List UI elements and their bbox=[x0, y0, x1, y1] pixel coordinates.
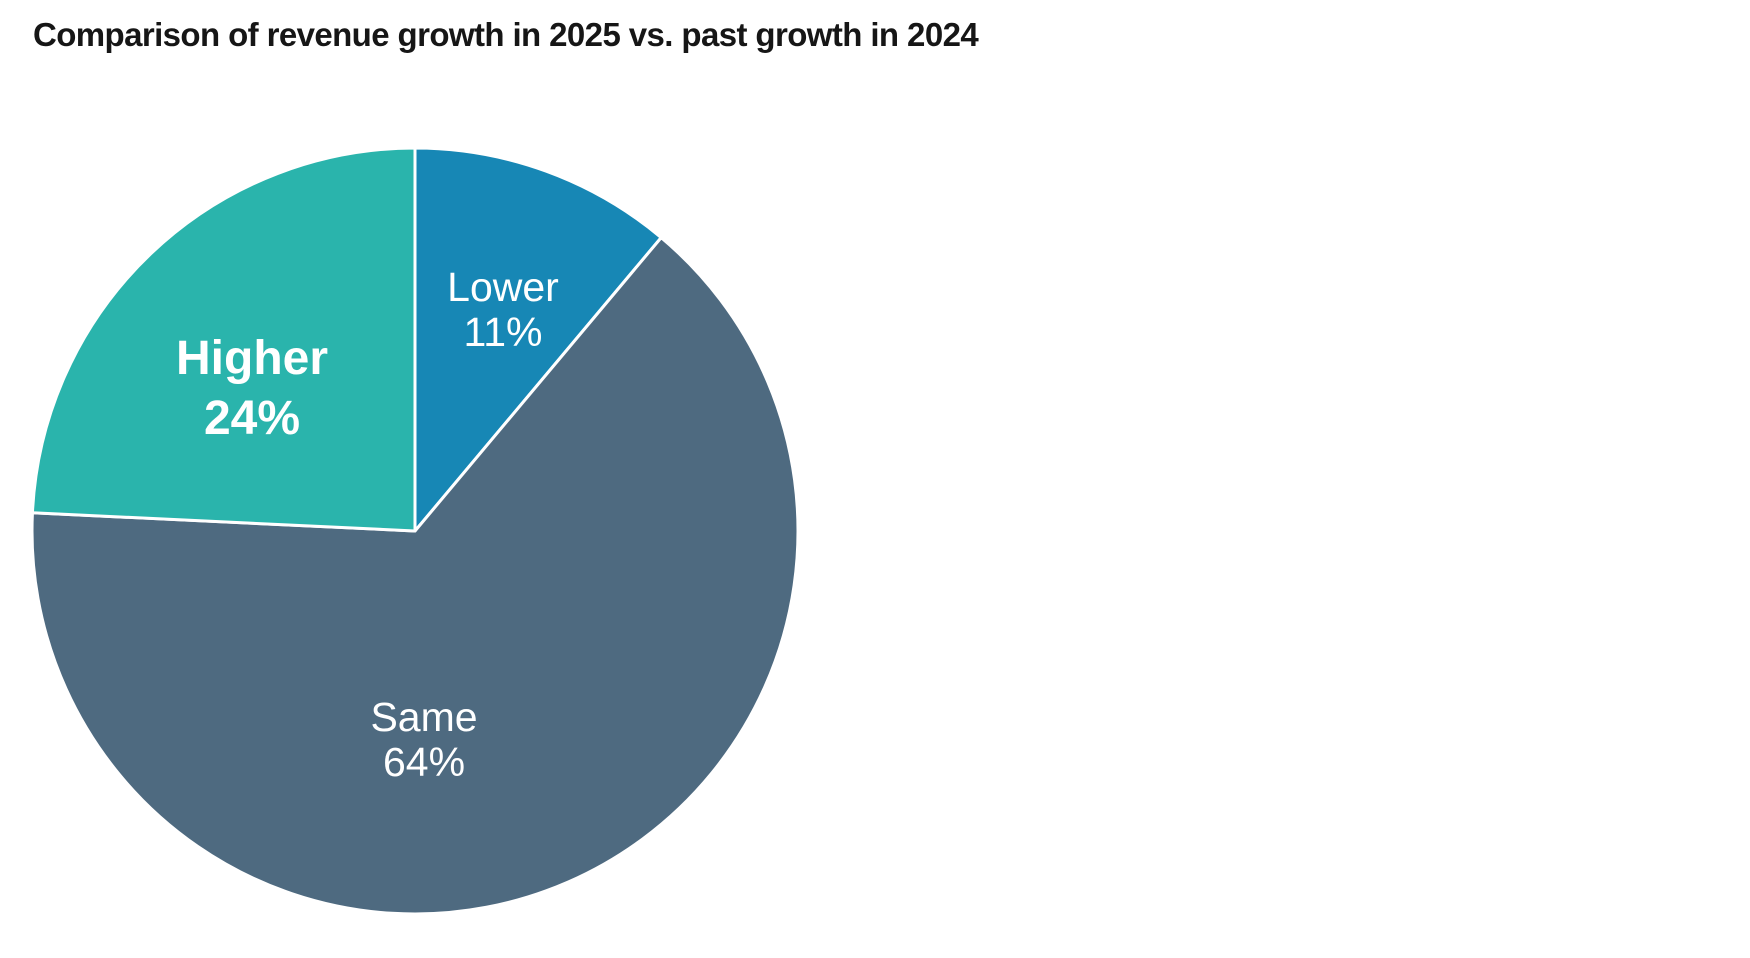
pie-label-higher-name: Higher bbox=[175, 332, 329, 385]
chart-title: Comparison of revenue growth in 2025 vs.… bbox=[33, 16, 979, 53]
pie-slice-lower bbox=[413, 146, 663, 533]
pie-label-lower-value: 11% bbox=[463, 309, 543, 355]
pie-label-same-value: 64% bbox=[382, 739, 466, 785]
pie-label-lower: Lower 11% bbox=[447, 265, 559, 355]
pie-label-same: Same 64% bbox=[370, 695, 477, 785]
pie-label-higher: Higher 24% bbox=[176, 329, 328, 449]
pie-slice-same bbox=[30, 236, 800, 916]
pie-slice-higher bbox=[30, 146, 417, 533]
pie-label-lower-name: Lower bbox=[447, 264, 559, 310]
pie-label-same-name: Same bbox=[370, 694, 478, 740]
pie-label-higher-value: 24% bbox=[203, 392, 301, 445]
